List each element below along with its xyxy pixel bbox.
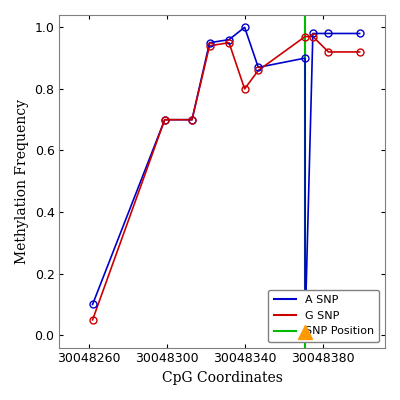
Legend: A SNP, G SNP, SNP Position: A SNP, G SNP, SNP Position: [268, 290, 380, 342]
Y-axis label: Methylation Frequency: Methylation Frequency: [15, 99, 29, 264]
X-axis label: CpG Coordinates: CpG Coordinates: [162, 371, 283, 385]
